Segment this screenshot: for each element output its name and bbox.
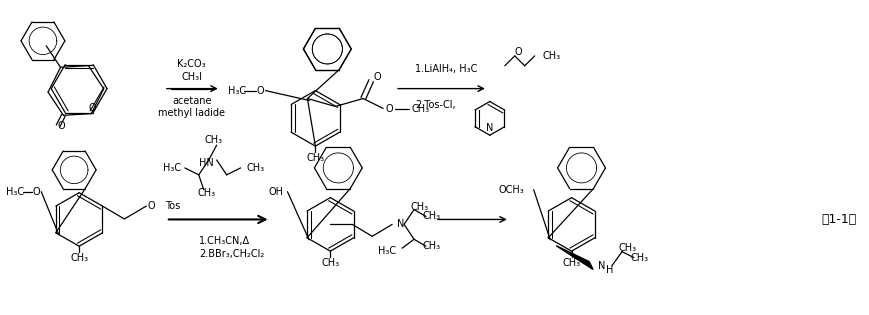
Text: CH₃: CH₃ — [197, 188, 216, 198]
Text: 2.BBr₃,CH₂Cl₂: 2.BBr₃,CH₂Cl₂ — [198, 249, 263, 259]
Text: N: N — [396, 220, 404, 229]
Text: H₃C: H₃C — [228, 86, 246, 95]
Text: O: O — [514, 47, 522, 57]
Text: H₃C: H₃C — [6, 187, 24, 197]
Polygon shape — [555, 246, 593, 270]
Text: CH₃I: CH₃I — [181, 72, 202, 82]
Text: N: N — [486, 123, 493, 133]
Text: CH₃: CH₃ — [204, 135, 222, 145]
Text: CH₃: CH₃ — [246, 163, 264, 173]
Text: 1.CH₃CN,Δ: 1.CH₃CN,Δ — [198, 236, 249, 246]
Text: （1-1）: （1-1） — [820, 213, 855, 226]
Text: O: O — [32, 187, 40, 197]
Text: CH₃: CH₃ — [410, 202, 428, 212]
Text: CH₃: CH₃ — [542, 51, 561, 61]
Text: acetane: acetane — [172, 95, 211, 106]
Text: O: O — [148, 201, 155, 211]
Text: HN: HN — [198, 158, 213, 168]
Text: CH₃: CH₃ — [70, 253, 88, 263]
Text: H₃C: H₃C — [163, 163, 181, 173]
Text: CH₃: CH₃ — [630, 253, 648, 263]
Text: N: N — [597, 261, 605, 271]
Text: CH₃: CH₃ — [412, 105, 429, 114]
Text: O: O — [89, 103, 96, 113]
Text: CH₃: CH₃ — [306, 153, 324, 163]
Text: 2.Tos-Cl,: 2.Tos-Cl, — [415, 100, 455, 111]
Text: O: O — [57, 121, 65, 131]
Text: CH₃: CH₃ — [321, 258, 339, 268]
Text: 1.LiAlH₄, H₃C: 1.LiAlH₄, H₃C — [415, 64, 477, 74]
Text: K₂CO₃: K₂CO₃ — [177, 59, 206, 69]
Text: H: H — [606, 265, 613, 274]
Text: CH₃: CH₃ — [562, 258, 580, 268]
Text: methyl ladide: methyl ladide — [158, 108, 225, 118]
Text: Tos: Tos — [165, 201, 180, 211]
Text: OCH₃: OCH₃ — [498, 185, 524, 195]
Text: CH₃: CH₃ — [422, 241, 441, 251]
Text: O: O — [373, 72, 381, 82]
Text: H₃C: H₃C — [377, 246, 395, 256]
Text: O: O — [385, 105, 393, 114]
Text: CH₃: CH₃ — [422, 211, 441, 221]
Text: OH: OH — [268, 187, 282, 197]
Text: O: O — [256, 86, 264, 95]
Text: CH₃: CH₃ — [618, 243, 636, 253]
